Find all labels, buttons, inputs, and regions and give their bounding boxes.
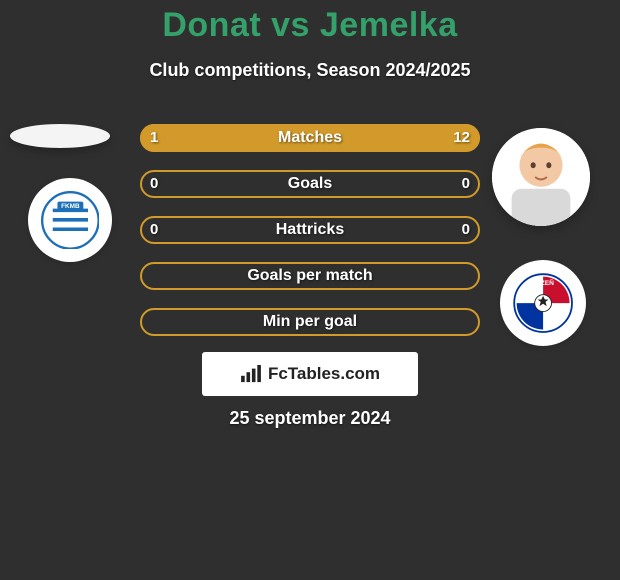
player2-photo — [492, 128, 590, 226]
person-icon — [492, 128, 590, 226]
comparison-card: Donat vs Jemelka Club competitions, Seas… — [0, 0, 620, 580]
stat-track — [140, 262, 480, 290]
club1-abbrev: FKMB — [61, 203, 80, 210]
stat-track — [140, 170, 480, 198]
stat-fill-right — [166, 124, 480, 152]
stat-row: Matches112 — [140, 124, 480, 152]
player1-photo — [10, 124, 110, 148]
stat-fill-left — [140, 124, 166, 152]
subtitle: Club competitions, Season 2024/2025 — [0, 60, 620, 81]
stat-row: Hattricks00 — [140, 216, 480, 244]
player2-club-badge: PLZEŇ — [500, 260, 586, 346]
stat-row: Min per goal — [140, 308, 480, 336]
page-title: Donat vs Jemelka — [0, 6, 620, 45]
player1-club-badge: FKMB — [28, 178, 112, 262]
stat-bars: Matches112 Goals00 Hattricks00 Goals per ma… — [140, 124, 480, 354]
stat-track — [140, 216, 480, 244]
stat-row: Goals per match — [140, 262, 480, 290]
stat-row: Goals00 — [140, 170, 480, 198]
branding-badge: FcTables.com — [202, 352, 418, 396]
club-badge-icon: FKMB — [41, 191, 100, 250]
club-badge-icon: PLZEŇ — [513, 273, 573, 333]
date-label: 25 september 2024 — [0, 408, 620, 429]
branding-label: FcTables.com — [268, 364, 380, 384]
stat-track — [140, 308, 480, 336]
bar-chart-icon — [240, 365, 262, 383]
